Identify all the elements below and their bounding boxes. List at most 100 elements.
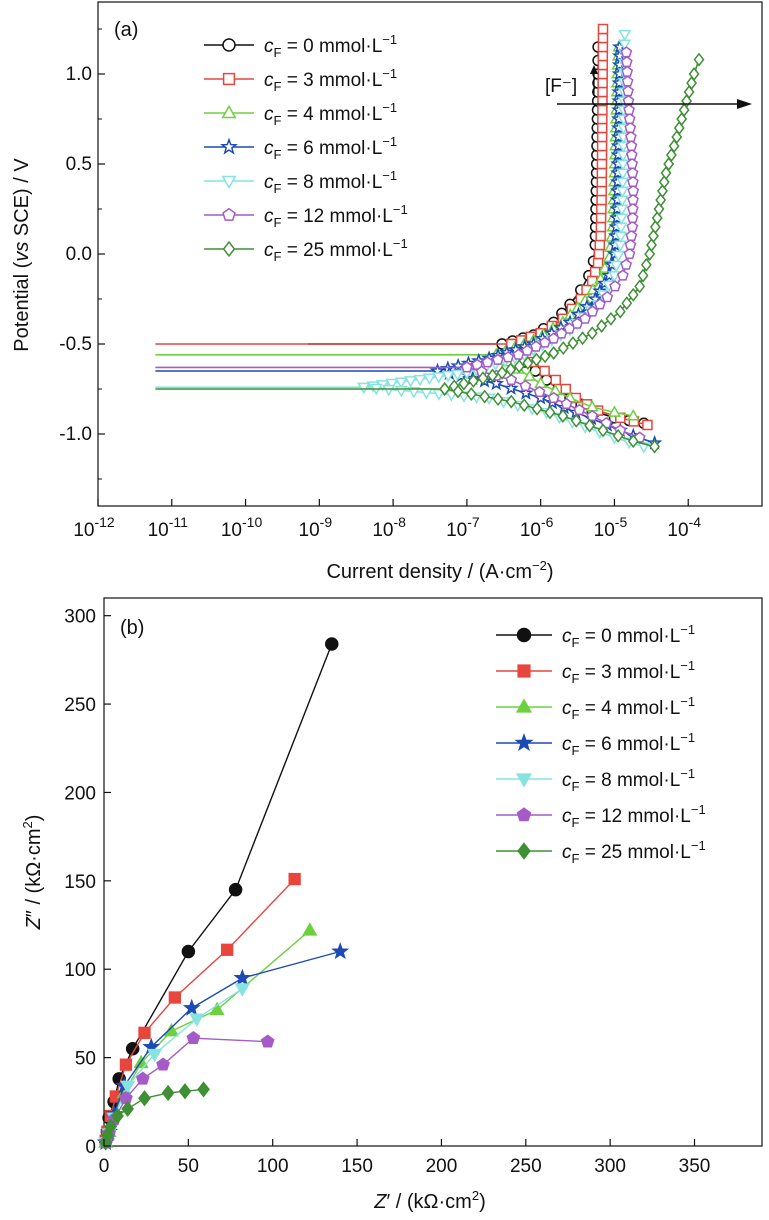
data-point — [595, 230, 606, 242]
data-point — [465, 387, 477, 402]
legend-marker — [515, 773, 533, 788]
data-point — [548, 346, 560, 360]
data-point — [513, 359, 525, 374]
data-point — [620, 46, 633, 58]
data-point — [135, 1071, 150, 1085]
x-tick-label: 10-4 — [667, 514, 701, 541]
data-point — [596, 149, 608, 161]
data-point — [505, 373, 518, 385]
data-point — [614, 304, 626, 319]
data-point — [627, 184, 640, 196]
data-point — [609, 260, 623, 273]
data-point — [557, 341, 569, 356]
data-point — [584, 418, 596, 433]
cathodic-branch-line — [363, 386, 645, 448]
x-tick-label: 10-6 — [520, 514, 554, 541]
series-a-6 — [155, 52, 705, 454]
data-point — [596, 140, 608, 152]
data-point — [382, 384, 396, 397]
panel-b-plot-frame — [103, 597, 763, 1147]
data-point — [612, 428, 624, 443]
data-point — [221, 943, 234, 956]
panel-a-potentiodynamic-polarization: 10-12 10-11 10-10 10-9 10-8 10-7 10-6 10-5 10-4 1… — [11, 1, 763, 583]
data-point — [125, 1042, 140, 1056]
data-point — [432, 389, 446, 401]
data-point — [181, 944, 196, 959]
legend-marker — [514, 733, 534, 752]
data-point — [596, 176, 608, 188]
data-point — [597, 77, 608, 89]
data-point — [649, 439, 661, 454]
legend-item: cF = 6 mmol·L−1 — [496, 730, 695, 758]
data-point — [596, 319, 608, 333]
data-point — [595, 212, 607, 224]
y-tick-label: 150 — [64, 872, 96, 893]
data-point — [550, 374, 561, 386]
data-point — [481, 356, 494, 368]
data-point — [505, 394, 517, 409]
data-point — [627, 287, 639, 302]
data-point — [618, 29, 632, 42]
data-point — [570, 413, 582, 428]
data-point — [450, 369, 465, 382]
panel-a-legend: cF = 0 mmol·L−1 cF = 3 mmol·L−1 cF = 4 mmo… — [204, 32, 408, 264]
panel-b-label: (b) — [120, 617, 144, 639]
series-a-5 — [155, 46, 646, 443]
data-point — [138, 1090, 151, 1107]
data-point — [593, 248, 605, 260]
data-point — [331, 942, 350, 960]
legend-label: cF = 25 mmol·L−1 — [264, 236, 408, 264]
data-point — [519, 379, 532, 391]
legend-item: cF = 8 mmol·L−1 — [496, 766, 695, 794]
data-point — [111, 1107, 124, 1125]
legend-label: cF = 3 mmol·L−1 — [264, 66, 397, 94]
data-point — [228, 882, 243, 897]
data-point — [595, 221, 607, 233]
y-tick-label: 50 — [75, 1049, 96, 1070]
panel-b-y-axis-title: Z″ / (kΩ·cm2) — [20, 815, 45, 931]
data-point — [596, 194, 607, 206]
data-point — [121, 1100, 134, 1117]
data-point — [596, 158, 608, 170]
data-point — [441, 370, 455, 383]
data-point — [577, 331, 589, 346]
data-point — [533, 385, 546, 397]
x-tick-label: 350 — [679, 1156, 711, 1177]
data-point — [596, 185, 607, 197]
x-tick-label: 10-12 — [73, 514, 115, 541]
data-point — [642, 419, 653, 431]
legend-item: cF = 4 mmol·L−1 — [204, 100, 397, 128]
panel-b-x-axis-title: Z′ / (kΩ·cm2) — [373, 1188, 485, 1213]
data-point — [557, 409, 569, 423]
data-point — [621, 65, 634, 77]
x-tick-label: 300 — [594, 1156, 626, 1177]
data-point — [626, 408, 640, 421]
y-tick-label: 250 — [64, 695, 96, 716]
data-point — [407, 387, 421, 399]
legend-item: cF = 25 mmol·L−1 — [204, 236, 408, 264]
x-tick-label: 0 — [99, 1156, 110, 1177]
data-point — [597, 68, 608, 80]
data-point — [640, 257, 652, 272]
data-point — [522, 355, 534, 370]
panel-b-nyquist-plot: 0 50 100 150 200 250 300 350050100150200250300 … — [20, 597, 763, 1213]
data-point — [539, 349, 551, 364]
series-line — [105, 929, 311, 1143]
fluoride-arrow-annotation: [F⁻] — [545, 65, 752, 109]
data-point — [458, 376, 470, 391]
y-tick-label: 0.0 — [66, 244, 92, 265]
data-point — [625, 229, 638, 241]
x-tick-label: 50 — [178, 1156, 199, 1177]
legend-item: cF = 12 mmol·L−1 — [496, 802, 706, 830]
legend-marker — [516, 627, 532, 643]
data-point — [325, 637, 339, 651]
data-point — [621, 75, 634, 87]
data-point — [573, 403, 586, 415]
data-point — [597, 50, 609, 62]
data-point — [531, 352, 542, 367]
legend-marker — [517, 664, 531, 678]
data-point — [567, 336, 579, 351]
data-point — [597, 23, 609, 35]
data-point — [624, 238, 637, 250]
data-point — [596, 167, 608, 179]
